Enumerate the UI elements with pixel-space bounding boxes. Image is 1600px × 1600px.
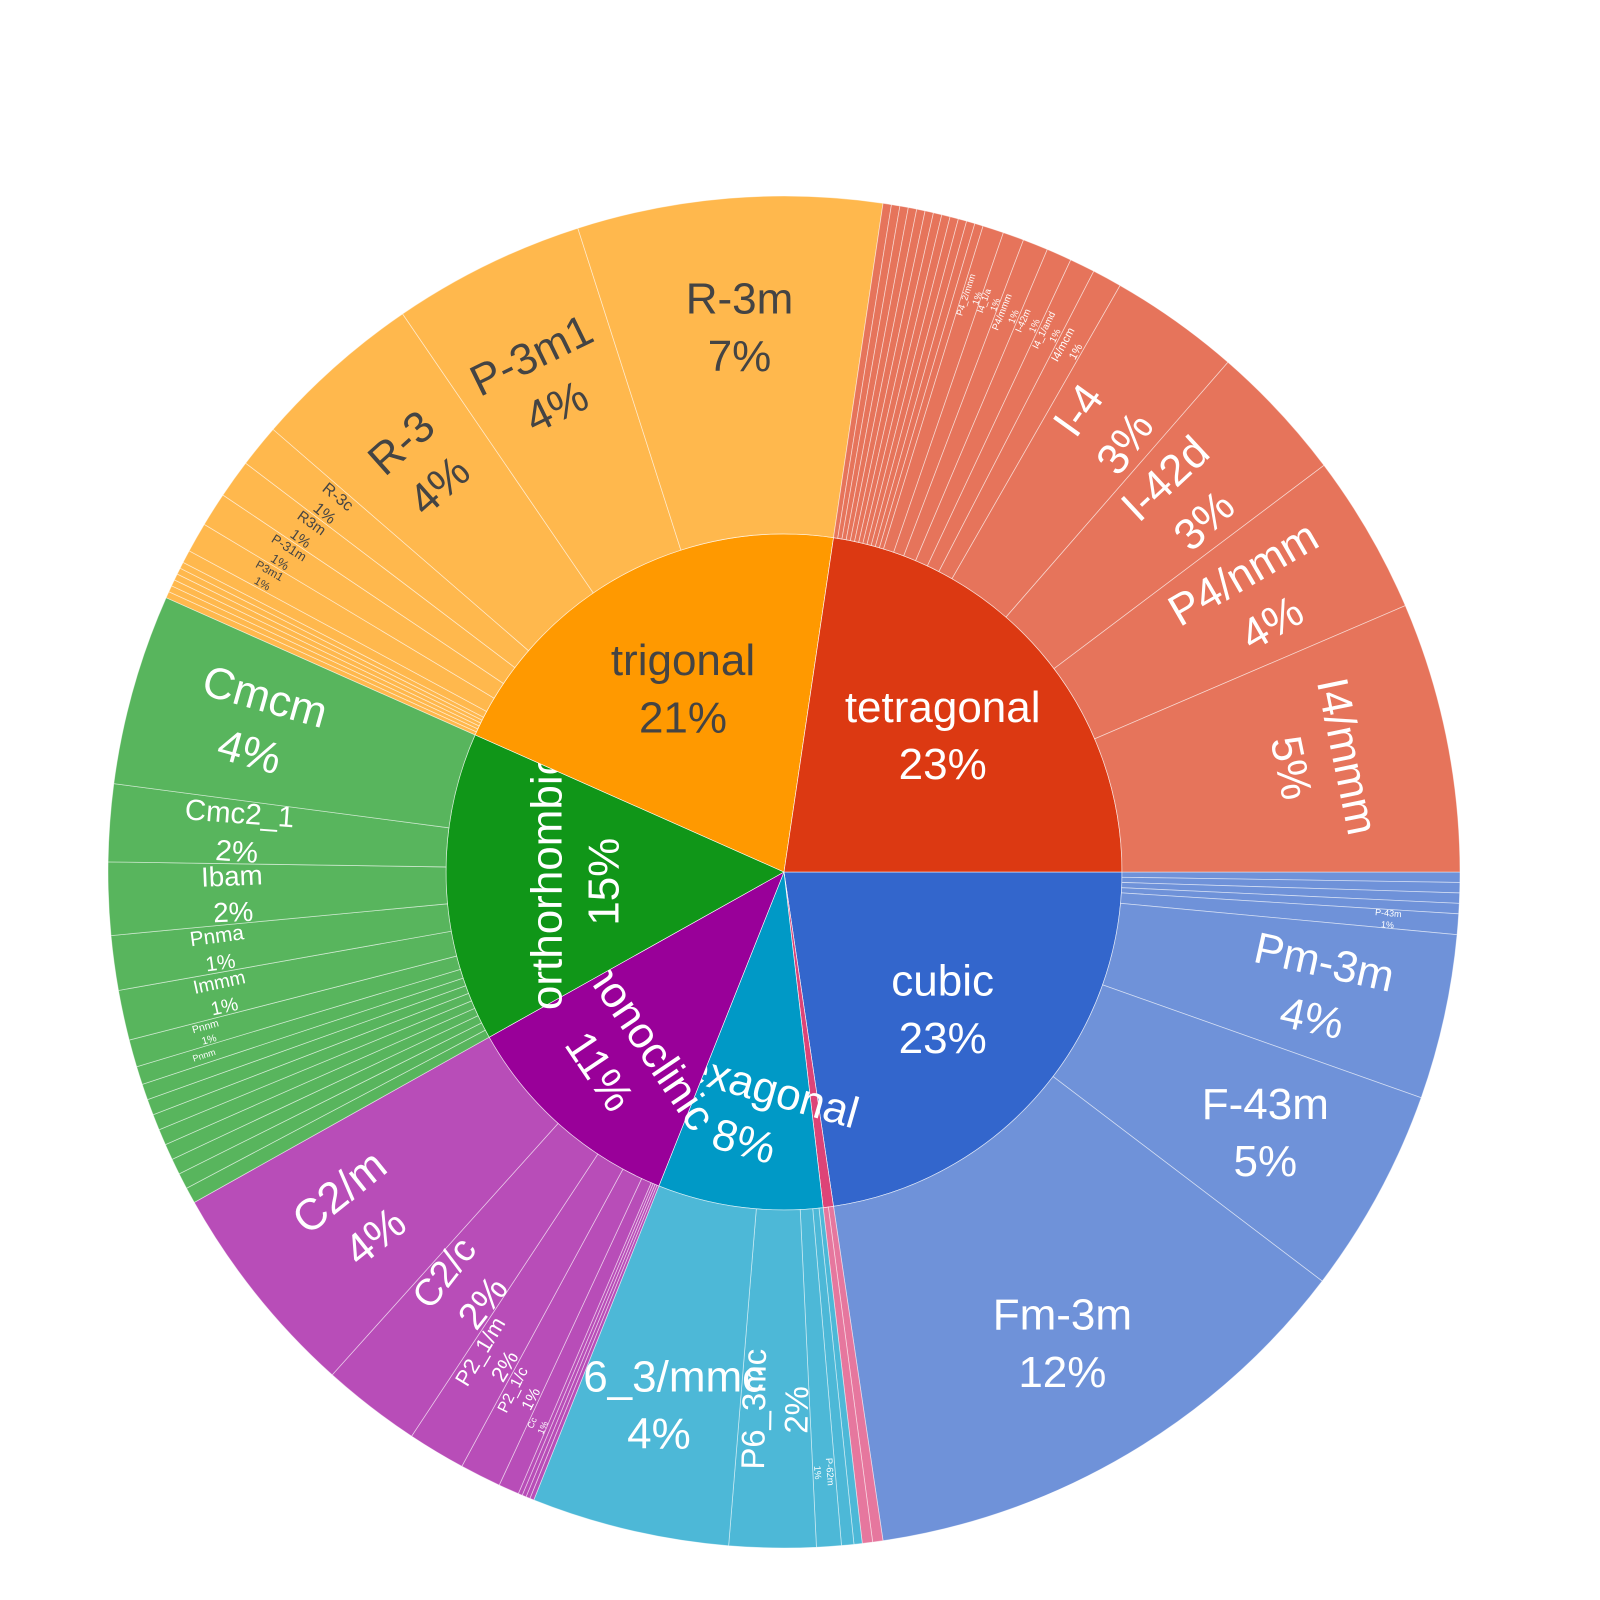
segment-label-fm-3m: Fm-3m 12% [993, 1291, 1132, 1397]
segment-tetragonal-i4-mmm-21[interactable] [1094, 605, 1461, 873]
segment-label-ibam: Ibam2% [200, 859, 264, 928]
sector-label-cubic: cubic 23% [891, 957, 994, 1063]
segment-cubic-fm-3m-7[interactable] [833, 1075, 1323, 1542]
segment-label-r-3m: R-3m 7% [686, 275, 794, 381]
segment-label-p-62m: P-62m1% [812, 1458, 837, 1487]
sector-label-tetragonal: tetragonal 23% [845, 683, 1041, 789]
segment-label-p6-3mc: P6_3mc 2% [734, 1348, 816, 1470]
sector-label-trigonal: trigonal 21% [611, 636, 755, 742]
sector-label-orthorhombic: orthorhombic 15% [522, 753, 628, 1010]
segment-label-cc: Cc1% [525, 1415, 550, 1436]
segment-label-f-43m: F-43m 5% [1202, 1080, 1329, 1186]
segment-label-p-43m: P-43m1% [1374, 907, 1402, 931]
segment-label-cmc2-1: Cmc2_12% [181, 793, 295, 872]
segment-label-immm: Immm1% [191, 967, 252, 1023]
